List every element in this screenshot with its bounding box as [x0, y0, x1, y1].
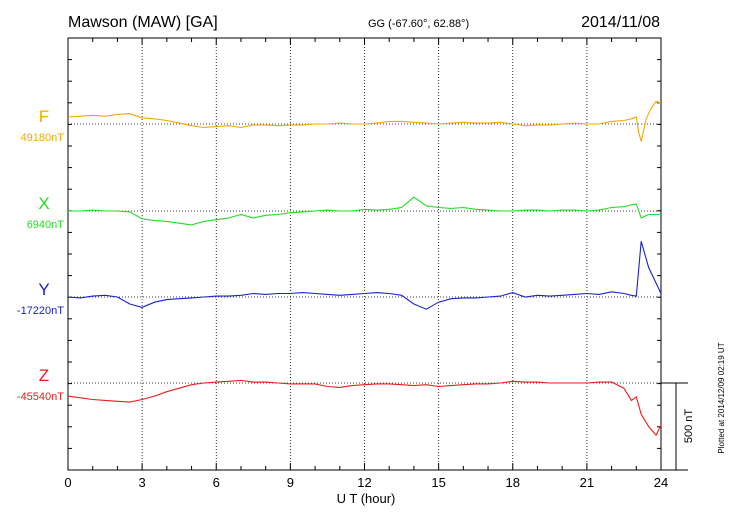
series-line-y: [67, 241, 662, 310]
x-tick-label: 0: [64, 475, 71, 490]
x-tick-label: 9: [287, 475, 294, 490]
series-baseline-z: -45540nT: [17, 391, 64, 403]
series-baseline-x: 6940nT: [27, 219, 65, 231]
x-tick-label: 6: [213, 475, 220, 490]
series-name-z: Z: [39, 366, 49, 385]
series-baseline-f: 49180nT: [21, 132, 65, 144]
series-line-z: [67, 379, 662, 437]
scale-bar-label: 500 nT: [683, 409, 695, 444]
x-tick-label: 24: [654, 475, 668, 490]
series-lines: [67, 100, 662, 437]
x-tick-label: 21: [580, 475, 594, 490]
station-coordinates: GG (-67.60°, 62.88°): [368, 18, 469, 30]
series-line-x: [68, 196, 661, 226]
series-name-y: Y: [38, 280, 49, 299]
grid: [141, 38, 588, 470]
series-line-f: [67, 100, 662, 142]
series-baseline-y: -17220nT: [17, 305, 64, 317]
date-label: 2014/11/08: [581, 14, 660, 31]
scale-bar: [661, 382, 688, 471]
series-labels: F 49180nT X 6940nT Y -17220nT Z -45540nT: [17, 107, 64, 403]
plotted-timestamp: Plotted at 2014/12/09 02:19 UT: [717, 342, 726, 453]
x-tick-label: 12: [357, 475, 371, 490]
x-tick-labels: 0 3 6 9 12 15 18 21 24: [64, 475, 668, 490]
series-name-x: X: [38, 194, 49, 213]
x-tick-label: 15: [431, 475, 445, 490]
x-tick-label: 18: [506, 475, 520, 490]
x-axis-label: U T (hour): [337, 491, 396, 506]
series-name-f: F: [39, 107, 49, 126]
x-tick-label: 3: [139, 475, 146, 490]
station-title: Mawson (MAW) [GA]: [68, 14, 218, 31]
